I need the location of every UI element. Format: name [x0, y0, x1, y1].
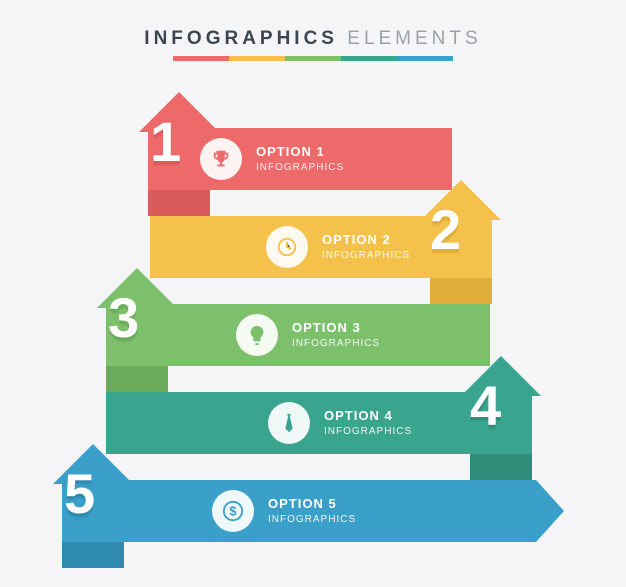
swatch: [173, 56, 229, 61]
step-title: OPTION 5: [268, 497, 356, 511]
step-bar: OPTION 2 INFOGRAPHICS: [150, 216, 472, 278]
dollar-icon: $: [212, 490, 254, 532]
step-subtitle: INFOGRAPHICS: [324, 426, 412, 437]
step-subtitle: INFOGRAPHICS: [292, 338, 380, 349]
step-number-2: 2: [430, 202, 461, 258]
step-number-1: 1: [150, 114, 181, 170]
step-text: OPTION 2 INFOGRAPHICS: [322, 233, 410, 260]
step-text: OPTION 3 INFOGRAPHICS: [292, 321, 380, 348]
bulb-icon: [236, 314, 278, 356]
step-bar: OPTION 3 INFOGRAPHICS: [128, 304, 490, 366]
step-text: OPTION 5 INFOGRAPHICS: [268, 497, 356, 524]
step-subtitle: INFOGRAPHICS: [322, 250, 410, 261]
swatch: [341, 56, 397, 61]
swatch: [229, 56, 285, 61]
step-title: OPTION 1: [256, 145, 344, 159]
page-title: INFOGRAPHICS ELEMENTS: [144, 28, 481, 50]
end-arrow-icon: [536, 480, 564, 542]
step-row-1: OPTION 1 INFOGRAPHICS: [172, 128, 452, 190]
step-title: OPTION 2: [322, 233, 410, 247]
ribbon-fold-1: [148, 190, 210, 216]
clock-icon: [266, 226, 308, 268]
step-bar: $ OPTION 5 INFOGRAPHICS: [84, 480, 536, 542]
step-row-4: OPTION 4 INFOGRAPHICS: [106, 392, 512, 454]
ribbon-fold-4: [470, 454, 532, 480]
header-swatches: [173, 56, 453, 61]
step-number-4: 4: [470, 378, 501, 434]
ribbon-fold-2: [430, 278, 492, 304]
trophy-icon: [200, 138, 242, 180]
step-row-3: OPTION 3 INFOGRAPHICS: [128, 304, 490, 366]
step-text: OPTION 1 INFOGRAPHICS: [256, 145, 344, 172]
step-subtitle: INFOGRAPHICS: [256, 162, 344, 173]
ribbon-fold-3: [106, 366, 168, 392]
step-row-5: $ OPTION 5 INFOGRAPHICS: [84, 480, 536, 542]
tie-icon: [268, 402, 310, 444]
step-bar: OPTION 1 INFOGRAPHICS: [172, 128, 452, 190]
step-subtitle: INFOGRAPHICS: [268, 514, 356, 525]
svg-text:$: $: [229, 504, 236, 519]
step-title: OPTION 3: [292, 321, 380, 335]
step-title: OPTION 4: [324, 409, 412, 423]
step-text: OPTION 4 INFOGRAPHICS: [324, 409, 412, 436]
step-row-2: OPTION 2 INFOGRAPHICS: [150, 216, 472, 278]
ribbon-fold-5: [62, 542, 124, 568]
step-number-5: 5: [64, 466, 95, 522]
step-number-3: 3: [108, 290, 139, 346]
swatch: [285, 56, 341, 61]
swatch: [397, 56, 453, 61]
step-bar: OPTION 4 INFOGRAPHICS: [106, 392, 512, 454]
